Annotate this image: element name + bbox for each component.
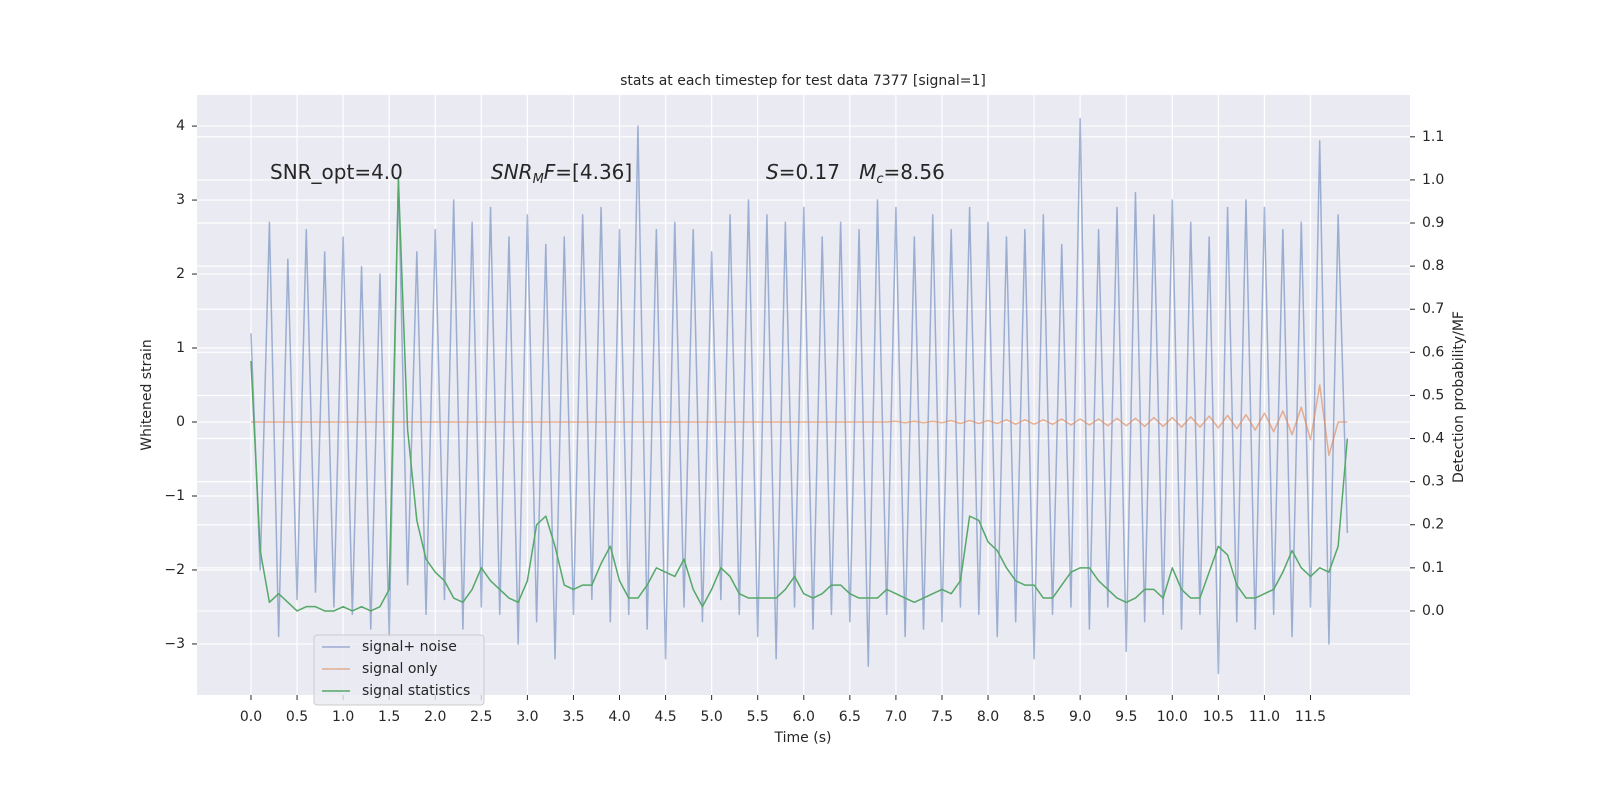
legend-label: signal+ noise xyxy=(362,639,457,655)
x-tick-label: 11.0 xyxy=(1249,709,1280,725)
y2-tick-label: 0.1 xyxy=(1422,560,1444,576)
y2-tick-label: 0.8 xyxy=(1422,258,1444,274)
y2-axis-label: Detection probability/MF xyxy=(1451,311,1467,483)
annotation-part: SNR_opt=4.0 xyxy=(270,160,403,184)
x-tick-label: 1.0 xyxy=(332,709,354,725)
y-tick-label: 2 xyxy=(176,266,185,282)
y2-tick-label: 0.4 xyxy=(1422,431,1444,447)
y-tick-label: −3 xyxy=(164,636,185,652)
y-tick-label: 1 xyxy=(176,340,185,356)
y2-tick-label: 1.1 xyxy=(1422,129,1444,145)
annotation-part: F xyxy=(544,160,556,184)
x-tick-label: 4.5 xyxy=(654,709,676,725)
series-line xyxy=(250,117,1349,675)
x-tick-label: 9.5 xyxy=(1115,709,1137,725)
chart-title: stats at each timestep for test data 737… xyxy=(620,73,986,89)
x-tick-label: 5.0 xyxy=(701,709,723,725)
annotation-part: M xyxy=(533,172,544,187)
annotation-part: SNR xyxy=(491,160,533,184)
x-tick-label: 10.5 xyxy=(1203,709,1234,725)
x-tick-label: 7.5 xyxy=(931,709,953,725)
x-tick-label: 9.0 xyxy=(1069,709,1091,725)
x-tick-label: 8.5 xyxy=(1023,709,1045,725)
annotation: SNRMF=[4.36] xyxy=(491,160,632,187)
annotation: S=0.17 Mc=8.56 xyxy=(766,160,945,187)
y2-tick-label: 0.5 xyxy=(1422,387,1444,403)
y2-tick-label: 0.3 xyxy=(1422,474,1444,490)
legend-label: signal statistics xyxy=(362,683,470,699)
legend: signal+ noise signal only signal statistic… xyxy=(313,634,485,706)
annotations: SNR_opt=4.0 SNRMF=[4.36] S=0.17 Mc=8.56 xyxy=(270,160,945,187)
x-tick-label: 8.0 xyxy=(977,709,999,725)
annotation-part: c xyxy=(876,172,883,187)
y-tick-label: −1 xyxy=(164,488,185,504)
y2-tick-label: 0.2 xyxy=(1422,517,1444,533)
x-tick-label: 6.0 xyxy=(793,709,815,725)
y2-tick-label: 0.7 xyxy=(1422,301,1444,317)
legend-box xyxy=(313,634,485,706)
x-tick-label: 1.5 xyxy=(378,709,400,725)
x-tick-label: 2.5 xyxy=(470,709,492,725)
y2-tick-label: 0.0 xyxy=(1422,603,1444,619)
y-tick-label: 3 xyxy=(176,192,185,208)
x-tick-label: 2.0 xyxy=(424,709,446,725)
grid xyxy=(197,95,1410,695)
annotation-part: M xyxy=(859,160,876,184)
y-tick-label: 0 xyxy=(176,414,185,430)
x-tick-label: 7.0 xyxy=(885,709,907,725)
y2-tick-label: 0.9 xyxy=(1422,215,1444,231)
x-tick-label: 3.5 xyxy=(562,709,584,725)
annotation-part: =0.17 xyxy=(779,160,859,184)
annotation: SNR_opt=4.0 xyxy=(270,160,403,184)
x-tick-label: 5.5 xyxy=(747,709,769,725)
legend-label: signal only xyxy=(362,661,437,677)
annotation-part: S xyxy=(766,160,779,184)
x-tick-label: 0.0 xyxy=(240,709,262,725)
y-tick-label: 4 xyxy=(176,118,185,134)
x-axis-label: Time (s) xyxy=(774,730,832,746)
series-line xyxy=(250,179,1349,612)
x-tick-label: 4.0 xyxy=(608,709,630,725)
y-axis-label: Whitened strain xyxy=(139,339,155,450)
x-tick-label: 11.5 xyxy=(1295,709,1326,725)
x-tick-label: 0.5 xyxy=(286,709,308,725)
y2-tick-label: 0.6 xyxy=(1422,344,1444,360)
marks xyxy=(250,117,1349,675)
y-tick-label: −2 xyxy=(164,562,185,578)
series-line xyxy=(250,384,1348,457)
x-tick-label: 6.5 xyxy=(839,709,861,725)
x-tick-label: 3.0 xyxy=(516,709,538,725)
x-tick-label: 10.0 xyxy=(1157,709,1188,725)
ticks: 0.0 0.5 1.0 1.5 2.0 2.5 3.0 3.5 4.0 4.5 5.0 5.5 6.0 6… xyxy=(164,118,1444,725)
y2-tick-label: 1.0 xyxy=(1422,172,1444,188)
annotation-part: =[4.36] xyxy=(555,160,632,184)
annotation-part: =8.56 xyxy=(884,160,945,184)
